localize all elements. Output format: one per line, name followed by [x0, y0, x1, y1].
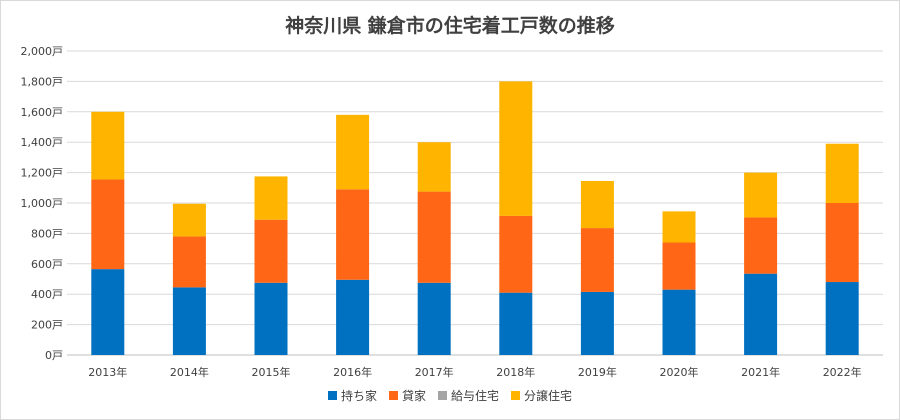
x-tick-label: 2015年	[252, 365, 291, 379]
bar-segment	[91, 269, 125, 355]
bar-segment	[825, 143, 859, 203]
x-tick-label: 2022年	[823, 365, 862, 379]
y-tick-label: 1,600戸	[21, 106, 64, 119]
legend-swatch	[388, 391, 398, 400]
legend-label: 持ち家	[340, 389, 377, 403]
bar-segment	[825, 282, 859, 355]
bar-segment	[662, 242, 696, 290]
legend-label: 分譲住宅	[524, 389, 573, 403]
bar-segment	[499, 292, 533, 355]
x-tick-label: 2014年	[170, 365, 209, 379]
legend-item: 持ち家	[327, 387, 377, 404]
x-tick-label: 2020年	[660, 365, 699, 379]
x-tick-label: 2016年	[333, 365, 372, 379]
bar-segment	[417, 142, 451, 192]
legend-swatch	[511, 391, 521, 400]
y-tick-label: 800戸	[31, 227, 63, 240]
bar-segment	[417, 191, 451, 283]
bar-segment	[254, 219, 288, 283]
y-tick-label: 1,800戸	[21, 75, 64, 88]
y-tick-label: 2,000戸	[21, 45, 64, 58]
bar-segment	[580, 228, 614, 292]
bar-segment	[172, 287, 206, 355]
chart-title: 神奈川県 鎌倉市の住宅着工戸数の推移	[285, 15, 615, 37]
bar-segment	[172, 236, 206, 288]
bar-segment	[662, 289, 696, 355]
legend-swatch	[438, 391, 447, 400]
bar-segment	[499, 215, 533, 293]
legend-item: 貸家	[388, 387, 426, 404]
bar-segment	[336, 279, 370, 355]
y-tick-label: 1,400戸	[21, 136, 64, 149]
bar-segment	[825, 203, 859, 283]
bar-segment	[417, 282, 451, 355]
y-tick-label: 600戸	[31, 258, 63, 271]
bar-segment	[336, 114, 370, 190]
x-tick-label: 2017年	[415, 365, 454, 379]
legend-item: 分譲住宅	[511, 387, 572, 404]
legend-label: 貸家	[401, 389, 426, 403]
x-tick-label: 2021年	[741, 365, 780, 379]
bar-segment	[744, 217, 778, 274]
bar-segment	[336, 189, 370, 280]
y-tick-label: 1,000戸	[21, 197, 64, 210]
y-tick-label: 400戸	[31, 288, 63, 301]
legend-item: 給与住宅	[438, 387, 499, 404]
bar-segment	[91, 111, 125, 180]
y-tick-label: 200戸	[31, 319, 63, 332]
bar-segment	[744, 273, 778, 355]
bar-segment	[662, 211, 696, 243]
bar-segment	[580, 180, 614, 229]
chart-legend: 持ち家 貸家 給与住宅 分譲住宅	[1, 387, 899, 404]
x-tick-label: 2019年	[578, 365, 617, 379]
bar-segment	[91, 179, 125, 270]
x-tick-label: 2018年	[496, 365, 535, 379]
x-tick-label: 2013年	[88, 365, 127, 379]
bar-segment	[254, 176, 288, 220]
bar-segment	[254, 282, 288, 355]
legend-swatch	[327, 391, 337, 400]
y-tick-label: 1,200戸	[21, 167, 64, 180]
bar-segment	[580, 291, 614, 355]
bar-segment	[499, 81, 533, 216]
bar-segment	[744, 172, 778, 218]
legend-label: 給与住宅	[451, 389, 500, 403]
bar-segment	[172, 203, 206, 237]
y-tick-label: 0戸	[45, 349, 63, 362]
